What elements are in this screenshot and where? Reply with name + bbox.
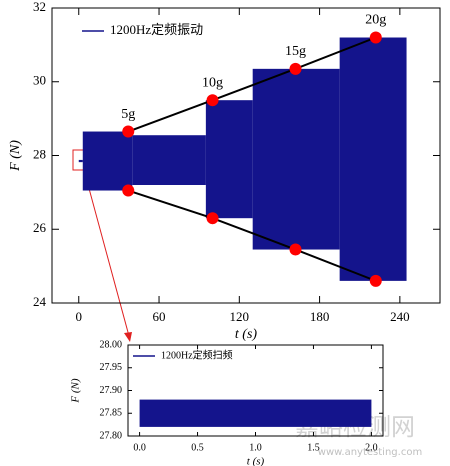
x-tick-label: 0.0: [133, 442, 146, 453]
x-tick-label: 1.5: [307, 442, 320, 453]
point-label: 20g: [365, 13, 386, 28]
zoom-arrow: [83, 169, 130, 337]
y-tick-label: 24: [33, 294, 47, 309]
y-axis-title: F (N): [70, 378, 82, 403]
arrow-head: [124, 332, 132, 342]
x-axis-title: t (s): [235, 327, 258, 342]
y-tick-label: 32: [33, 0, 46, 14]
x-tick-label: 120: [230, 309, 250, 324]
vibration-band: [78, 159, 83, 163]
envelope-point: [369, 274, 382, 287]
envelope-point: [369, 31, 382, 44]
envelope-point: [206, 212, 219, 225]
x-axis-title: t (s): [247, 456, 265, 466]
point-label: 15g: [285, 44, 306, 59]
vibration-band: [82, 131, 133, 191]
point-label: 5g: [121, 107, 135, 122]
envelope-point: [289, 243, 302, 256]
x-tick-label: 60: [153, 309, 166, 324]
envelope-point: [122, 184, 135, 197]
envelope-line: [127, 189, 377, 282]
y-tick-label: 27.85: [100, 408, 123, 419]
envelope-point: [122, 125, 135, 138]
y-tick-label: 28.00: [100, 339, 123, 350]
y-tick-label: 30: [33, 73, 46, 88]
x-tick-label: 2.0: [365, 442, 378, 453]
y-axis-title: F (N): [8, 140, 23, 172]
watermark-url: www.anytesting.com: [318, 447, 422, 458]
legend-label: 1200Hz定频振动: [110, 22, 203, 37]
envelope-point: [206, 94, 219, 107]
x-tick-label: 0.5: [191, 442, 204, 453]
y-tick-label: 27.80: [100, 430, 123, 441]
y-tick-label: 26: [33, 220, 47, 235]
x-tick-label: 240: [390, 309, 410, 324]
y-tick-label: 28: [33, 146, 46, 161]
x-tick-label: 180: [310, 309, 330, 324]
vibration-band: [252, 68, 340, 250]
x-tick-label: 1.0: [249, 442, 262, 453]
envelope-line: [127, 36, 377, 133]
vibration-band: [132, 135, 206, 185]
envelope-point: [289, 62, 302, 75]
legend-label: 1200Hz定频扫频: [161, 348, 233, 361]
y-tick-label: 27.95: [100, 362, 123, 373]
vibration-band: [205, 100, 253, 219]
y-tick-label: 27.90: [100, 385, 123, 396]
vibration-band: [339, 37, 407, 281]
point-label: 10g: [202, 75, 223, 90]
x-tick-label: 0: [76, 309, 83, 324]
vibration-band: [139, 399, 372, 427]
